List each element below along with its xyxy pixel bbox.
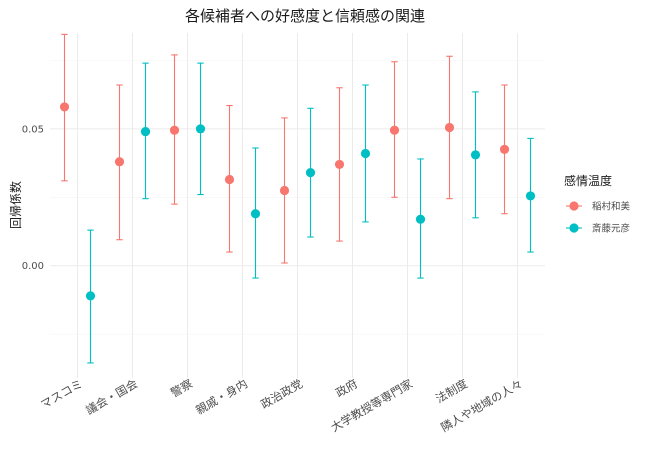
data-point <box>444 122 455 133</box>
data-point <box>140 126 151 137</box>
chart-title: 各候補者への好感度と信頼感の関連 <box>185 7 425 25</box>
y-axis: 0.00 0.05 <box>22 124 44 272</box>
data-point <box>169 125 180 135</box>
x-tick-label: 警察 <box>168 376 195 400</box>
data-point <box>114 157 125 167</box>
x-tick-label: 親戚・身内 <box>193 376 250 417</box>
legend-label: 稲村和美 <box>592 201 631 213</box>
data-point <box>499 144 510 154</box>
data-point <box>525 191 536 201</box>
data-point <box>250 209 261 219</box>
x-tick-label: 政治政党 <box>258 376 305 411</box>
data-point <box>305 168 316 178</box>
legend-key-point <box>569 201 579 211</box>
legend-title: 感情温度 <box>564 173 612 188</box>
legend-label: 斎藤元彦 <box>592 223 630 235</box>
data-point <box>360 148 371 159</box>
x-tick-label: 議会・国会 <box>83 376 140 417</box>
grid <box>50 33 545 378</box>
data-point <box>85 291 96 301</box>
data-point <box>470 150 481 160</box>
data-point <box>195 124 206 134</box>
data-point <box>389 125 400 135</box>
data-point <box>279 185 290 196</box>
data-point <box>59 102 70 112</box>
legend-key-point <box>569 223 579 233</box>
data-point <box>334 159 345 170</box>
data-point <box>224 174 235 185</box>
x-tick-label: マスコミ <box>38 376 85 411</box>
y-axis-label: 回帰係数 <box>8 181 23 229</box>
x-tick-label: 法制度 <box>433 376 470 406</box>
y-tick-label: 0.05 <box>22 124 44 135</box>
data-point <box>415 214 426 224</box>
data-marks <box>59 33 536 364</box>
x-tick-label: 政府 <box>333 376 360 400</box>
y-tick-label: 0.00 <box>22 261 44 272</box>
